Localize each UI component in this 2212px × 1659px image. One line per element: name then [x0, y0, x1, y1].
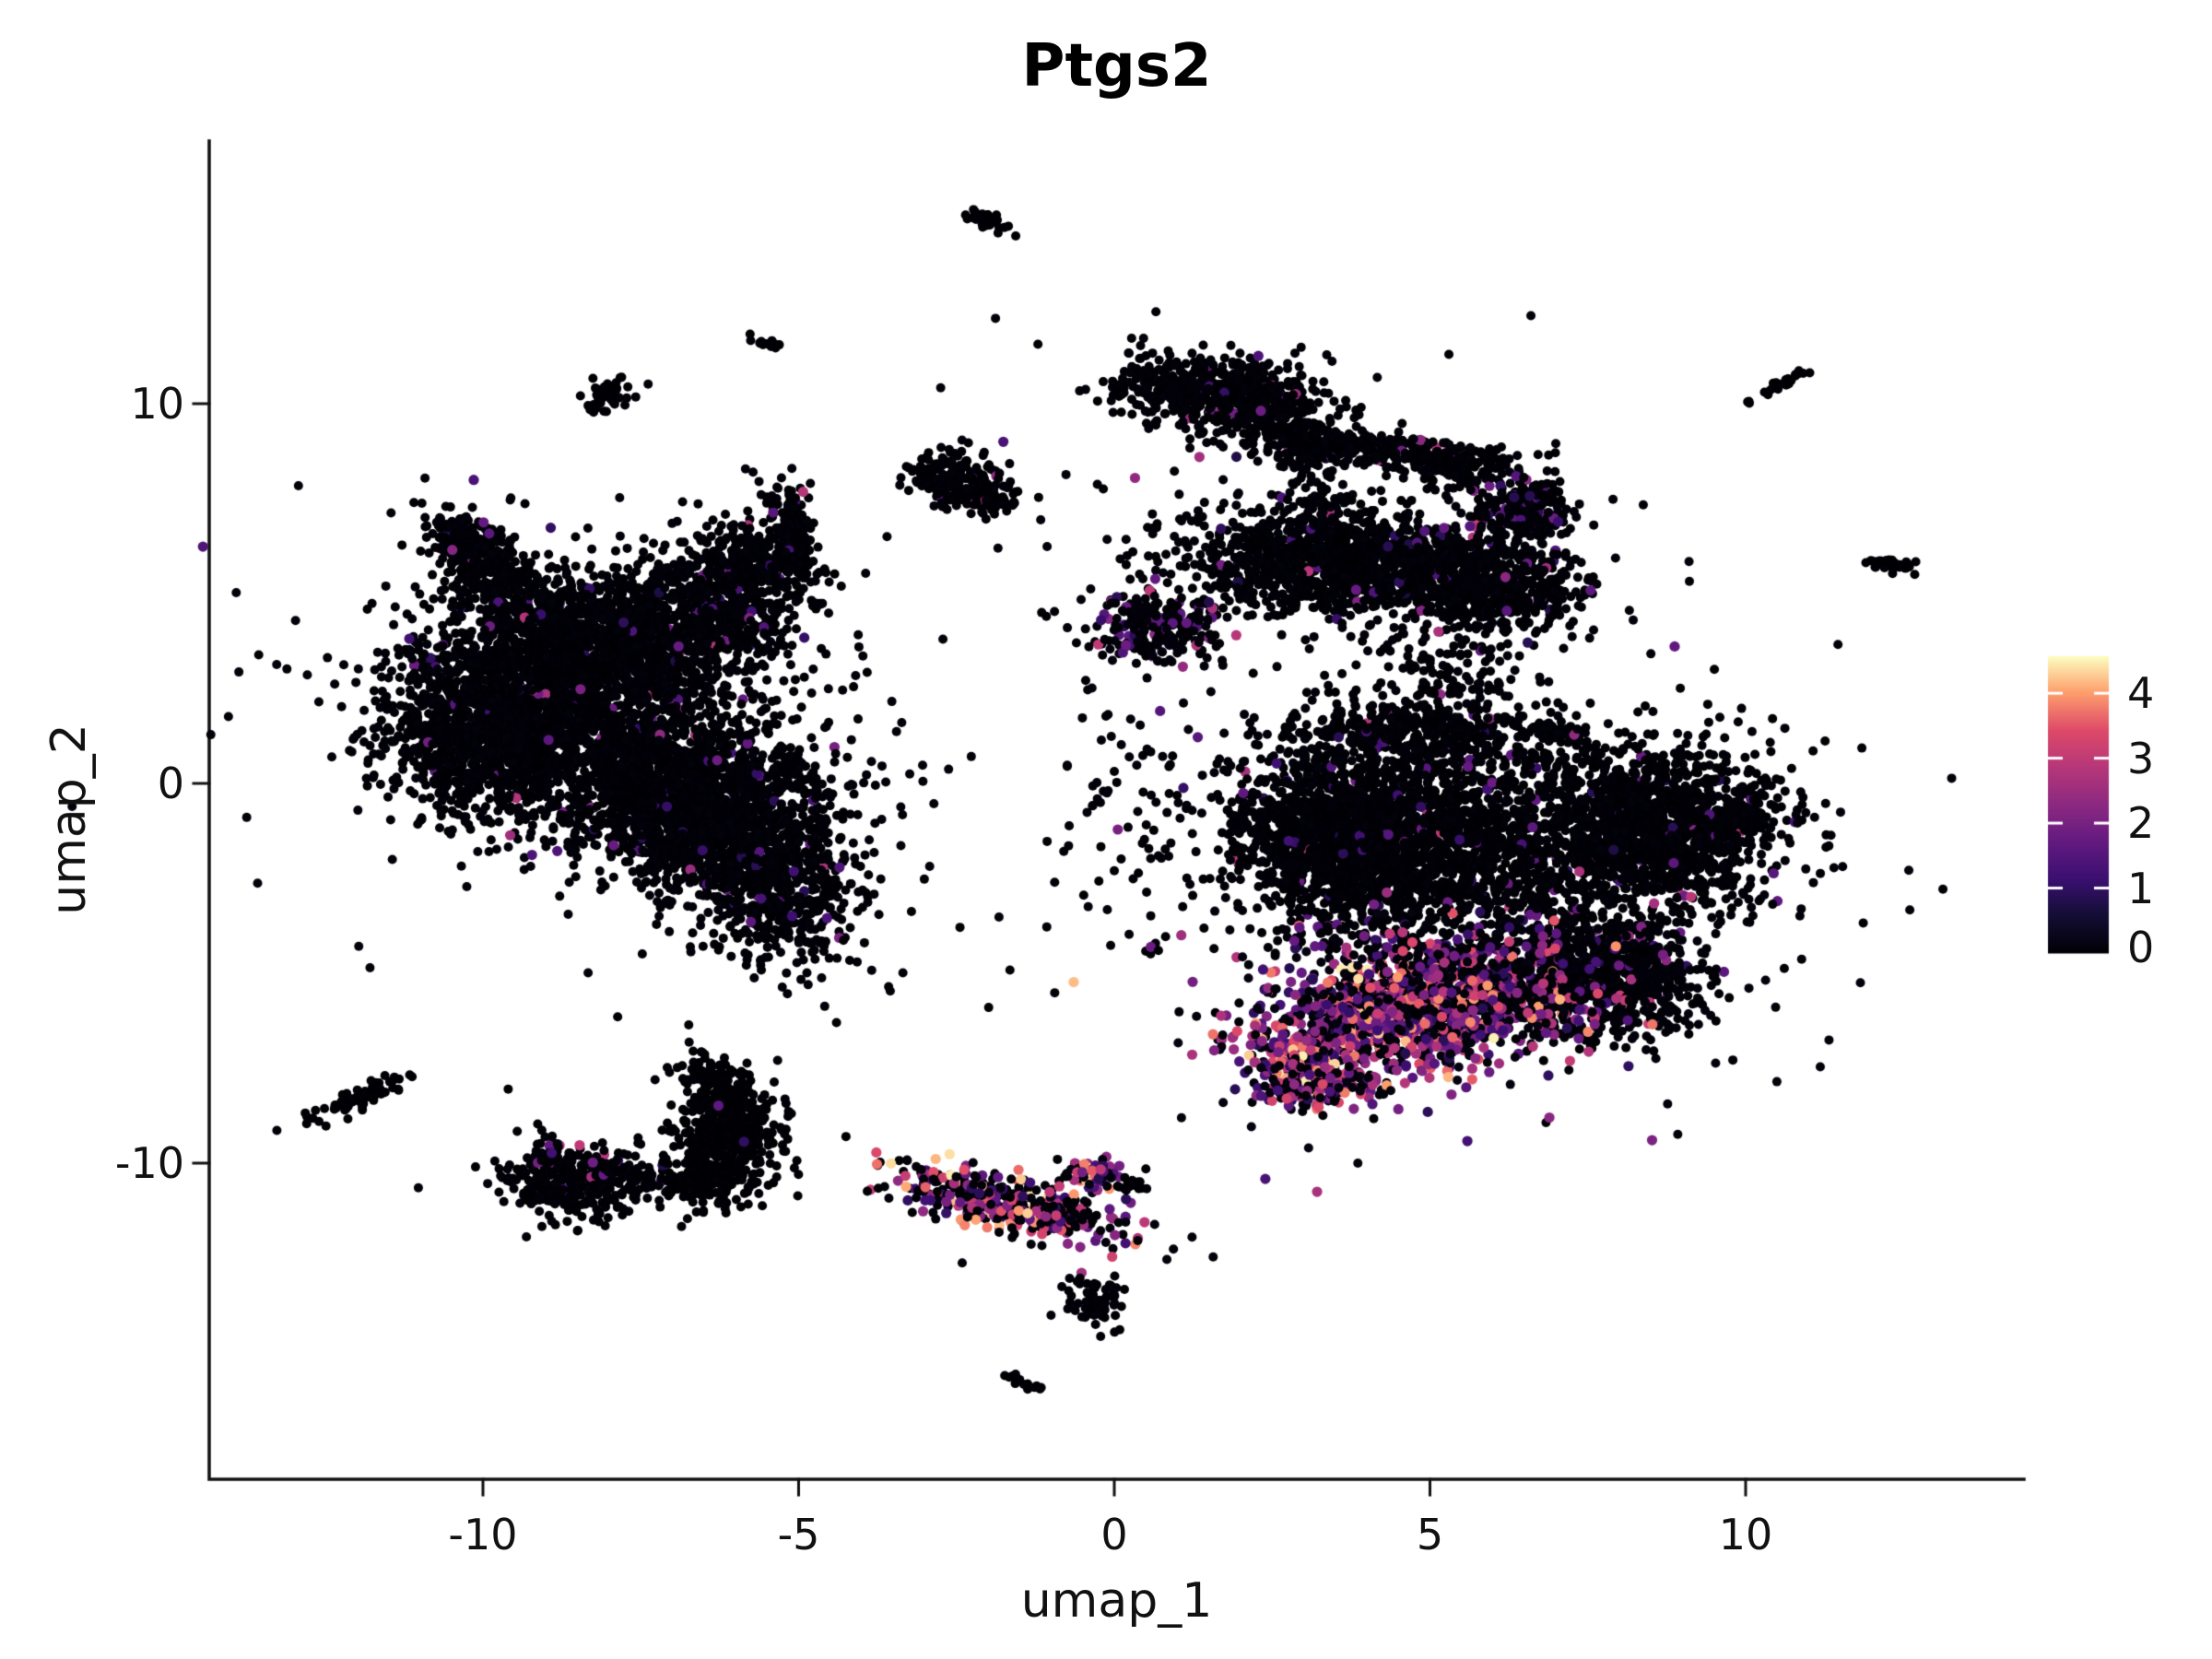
x-tick-label: 10 [1718, 1510, 1773, 1559]
chart-title: Ptgs2 [1021, 32, 1212, 100]
x-axis-label: umap_1 [1020, 1573, 1213, 1629]
colorbar-tick-label: 1 [2127, 863, 2155, 913]
colorbar-tick-label: 3 [2127, 733, 2155, 783]
y-tick-label: 10 [130, 379, 184, 429]
x-tick-label: -10 [448, 1510, 518, 1559]
y-axis-label: umap_2 [41, 724, 97, 915]
x-tick-label: 5 [1416, 1510, 1444, 1559]
x-tick-label: 0 [1100, 1510, 1128, 1559]
colorbar-tick-label: 2 [2127, 798, 2155, 849]
colorbar-tick-label: 0 [2127, 923, 2155, 972]
y-tick-label: -10 [114, 1138, 184, 1188]
y-tick-label: 0 [157, 759, 184, 808]
colorbar-tick-label: 4 [2127, 668, 2155, 719]
x-tick-label: -5 [777, 1510, 820, 1559]
